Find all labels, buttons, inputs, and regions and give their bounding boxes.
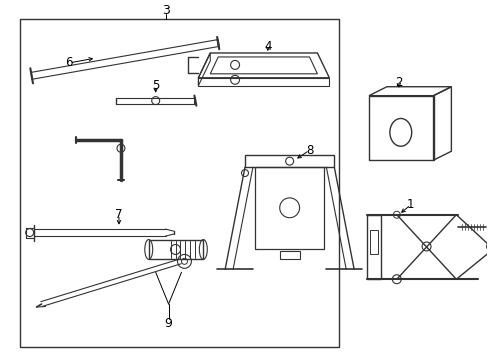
Bar <box>148 239 203 260</box>
Text: 1: 1 <box>406 198 414 211</box>
Text: 6: 6 <box>65 57 73 69</box>
Text: 7: 7 <box>115 208 122 221</box>
Bar <box>244 155 334 167</box>
Bar <box>366 215 380 279</box>
Text: 8: 8 <box>305 144 312 157</box>
Bar <box>368 96 433 160</box>
Bar <box>254 167 324 249</box>
Bar <box>279 251 299 260</box>
Text: 3: 3 <box>162 4 169 17</box>
Bar <box>20 19 339 347</box>
Text: 5: 5 <box>152 79 159 92</box>
Text: 9: 9 <box>164 318 172 330</box>
Bar <box>369 230 377 255</box>
Text: 2: 2 <box>394 76 402 89</box>
Text: 4: 4 <box>264 40 271 53</box>
